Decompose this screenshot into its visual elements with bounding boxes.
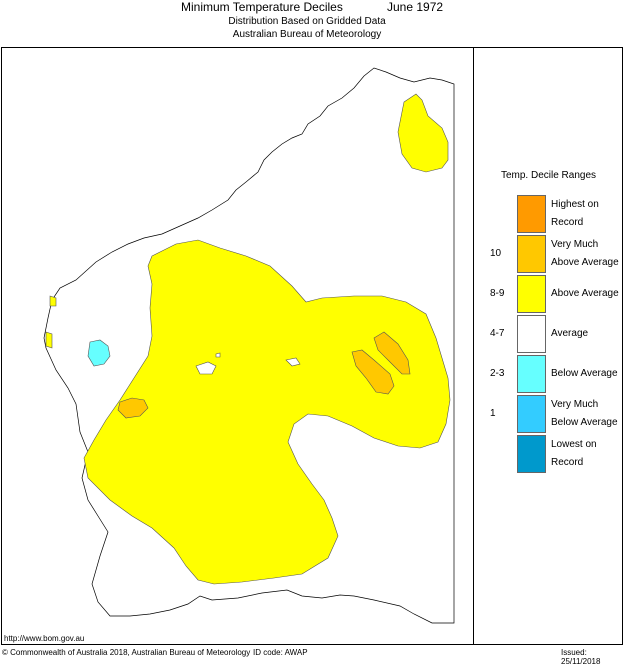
legend-range: 10 [490, 248, 502, 259]
legend-swatch [517, 195, 546, 233]
legend-range: 8-9 [490, 288, 505, 299]
legend-label: Highest on Record [551, 199, 599, 228]
legend-label: Very Much Below Average [551, 399, 618, 428]
legend-row-above: 8-9 Above Average [474, 275, 623, 313]
very-much-above-average-area-2 [351, 349, 395, 395]
period-text: June 1972 [387, 0, 444, 14]
average-hole-3 [215, 352, 221, 358]
kimberley-above-average-area [397, 93, 449, 173]
average-hole-1 [195, 361, 217, 375]
average-hole-2 [285, 357, 301, 367]
legend-label: Lowest on Record [551, 439, 597, 468]
legend-divider [473, 47, 474, 645]
very-much-above-average-area-1 [117, 397, 149, 419]
footer-copyright: © Commonwealth of Australia 2018, Austra… [2, 648, 251, 657]
legend-row-highest: Highest on Record [474, 195, 623, 233]
legend-label: Below Average [551, 368, 618, 379]
footer-id-code: ID code: AWAP [253, 648, 308, 657]
coastal-above-average-area-1 [49, 295, 57, 307]
legend-label: Above Average [551, 288, 619, 299]
legend-range: 1 [490, 408, 496, 419]
map-frame [1, 47, 623, 645]
legend-row-very-much-above: 10 Very Much Above Average [474, 235, 623, 273]
legend-label: Very Much Above Average [551, 239, 619, 268]
legend-swatch [517, 355, 546, 393]
legend-row-very-much-below: 1 Very Much Below Average [474, 395, 623, 433]
legend-row-lowest: Lowest on Record [474, 435, 623, 473]
legend-swatch [517, 315, 546, 353]
map-canvas [43, 67, 455, 624]
below-average-area [87, 339, 111, 367]
legend-range: 2-3 [490, 368, 505, 379]
legend-swatch [517, 235, 546, 273]
legend-swatch [517, 435, 546, 473]
legend-title: Temp. Decile Ranges [500, 170, 597, 181]
legend-swatch [517, 275, 546, 313]
very-much-above-average-area-3 [373, 331, 411, 375]
subtitle-agency: Australian Bureau of Meteorology [232, 29, 382, 40]
coastal-above-average-area-2 [45, 331, 53, 349]
legend-swatch [517, 395, 546, 433]
legend-label: Average [551, 328, 589, 339]
legend-row-average: 4-7 Average [474, 315, 623, 353]
footer-issued-date: Issued: 25/11/2018 [561, 648, 601, 666]
title-text: Minimum Temperature Deciles [181, 0, 343, 14]
main-above-average-area [83, 239, 451, 585]
subtitle-distribution: Distribution Based on Gridded Data [228, 16, 386, 27]
footer-url-link[interactable]: http://www.bom.gov.au [4, 634, 85, 643]
legend-row-below: 2-3 Below Average [474, 355, 623, 393]
legend-range: 4-7 [490, 328, 505, 339]
